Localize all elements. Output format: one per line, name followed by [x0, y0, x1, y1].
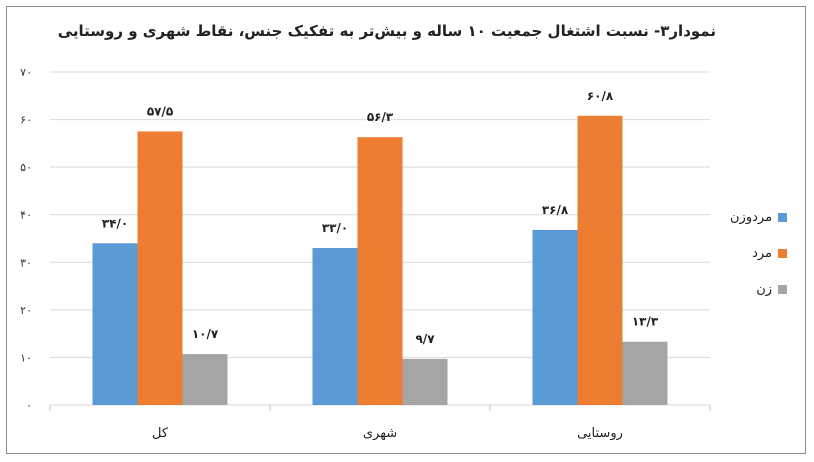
y-tick-label: ۶۰ [20, 114, 32, 127]
data-label: ۵۷/۵ [147, 104, 173, 118]
data-label: ۱۳/۳ [632, 315, 659, 329]
bar [312, 248, 358, 405]
data-label: ۳۴/۰ [102, 216, 128, 230]
data-label: ۹/۷ [415, 332, 435, 346]
legend-label-both: مردوزن [730, 209, 773, 225]
legend-swatch-male [778, 248, 788, 258]
y-tick-label: ۱۰ [20, 351, 32, 364]
bar [402, 358, 448, 405]
bar [92, 243, 138, 405]
bar [357, 137, 403, 405]
data-label: ۵۶/۳ [367, 110, 394, 124]
x-tick-label: شهری [363, 426, 397, 441]
data-label: ۳۶/۸ [542, 203, 569, 217]
y-tick-label: ۵۰ [20, 161, 32, 174]
chart-title: نمودار۳- نسبت اشتغال جمعیت ۱۰ ساله و بیش… [57, 22, 716, 40]
legend-swatch-both [778, 212, 788, 222]
y-tick-label: ۷۰ [20, 66, 32, 79]
bar [622, 341, 668, 405]
data-label: ۱۰/۷ [192, 327, 219, 341]
legend: مردوزن مرد زن [730, 206, 788, 314]
data-label: ۳۳/۰ [322, 221, 348, 235]
y-tick-label: ۲۰ [20, 304, 32, 317]
legend-item-female: زن [730, 278, 788, 300]
bar [137, 131, 183, 405]
x-tick-label: روستایی [577, 426, 623, 441]
bar [532, 229, 578, 405]
x-tick-label: کل [152, 426, 169, 441]
y-tick-label: ۳۰ [20, 256, 32, 269]
legend-item-both: مردوزن [730, 206, 788, 228]
legend-label-male: مرد [752, 245, 773, 261]
bar [182, 354, 228, 405]
legend-item-male: مرد [730, 242, 788, 264]
data-label: ۶۰/۸ [587, 89, 614, 103]
y-tick-label: ۴۰ [20, 209, 32, 222]
legend-label-female: زن [756, 281, 773, 297]
legend-swatch-female [778, 284, 788, 294]
bar [577, 115, 623, 405]
y-tick-label: ۰ [26, 399, 32, 412]
